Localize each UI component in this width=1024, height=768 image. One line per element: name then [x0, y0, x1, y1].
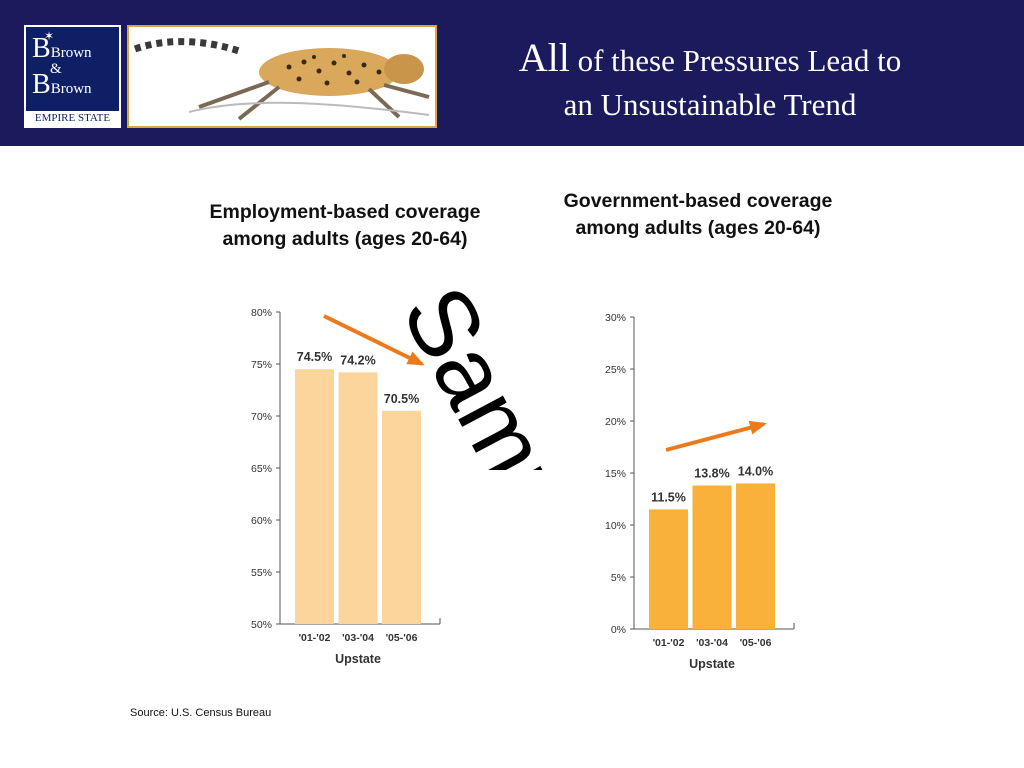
category-label: '05-'06: [386, 632, 418, 644]
category-label: '03-'04: [342, 632, 374, 644]
title-line2: an Unsustainable Trend: [563, 87, 857, 122]
y-tick-label: 0%: [611, 624, 626, 636]
source-note: Source: U.S. Census Bureau: [130, 707, 272, 719]
y-tick-label: 25%: [605, 364, 626, 376]
logo-brown-2: Brown: [50, 81, 92, 97]
data-label: 13.8%: [694, 466, 729, 480]
bar: [382, 410, 421, 624]
title-line1: of these Pressures Lead to: [569, 43, 902, 78]
logo-tagline: EMPIRE STATE: [26, 111, 119, 126]
category-label: '01-'02: [299, 632, 331, 644]
bar: [338, 372, 378, 624]
slide-title: All of these Pressures Lead to an Unsust…: [440, 36, 980, 127]
statue-of-liberty-icon: ✶: [44, 29, 55, 43]
y-tick-label: 75%: [251, 359, 272, 371]
brown-and-brown-logo: ✶ BBrown & BBrown EMPIRE STATE: [24, 25, 121, 128]
bar: [692, 485, 732, 629]
category-label: '05-'06: [740, 637, 772, 649]
y-tick-label: 80%: [251, 307, 272, 319]
slide-header: ✶ BBrown & BBrown EMPIRE STATE All of th…: [0, 0, 1024, 146]
y-tick-label: 30%: [605, 312, 626, 324]
category-label: '03-'04: [696, 637, 728, 649]
employment-chart-title: Employment-based coverage among adults (…: [209, 201, 481, 250]
bar: [736, 483, 775, 629]
y-tick-label: 50%: [251, 619, 272, 631]
y-tick-label: 15%: [605, 468, 626, 480]
data-label: 14.0%: [738, 464, 773, 478]
logo-ampersand: &: [50, 61, 62, 77]
y-tick-label: 10%: [605, 520, 626, 532]
government-coverage-chart: 0% 5% 10% 15% 20% 25% 30% 11.5% '01-'02 13.8% '03-…: [605, 312, 795, 671]
data-label: 74.2%: [340, 353, 375, 367]
x-axis-label: Upstate: [335, 652, 381, 666]
bar: [649, 509, 688, 629]
y-tick-label: 65%: [251, 463, 272, 475]
trend-arrow-line: [665, 422, 765, 452]
y-tick-label: 20%: [605, 416, 626, 428]
employment-coverage-chart: 50% 55% 60% 65% 70% 75% 80% 74.5% '01-'02 74.2% '0…: [251, 307, 441, 666]
category-label: '01-'02: [653, 637, 685, 649]
y-tick-label: 70%: [251, 411, 272, 423]
trend-arrow-line: [323, 314, 423, 366]
logo-brown-1: Brown: [50, 45, 92, 61]
y-tick-label: 55%: [251, 567, 272, 579]
bar: [295, 369, 334, 624]
title-all: All: [518, 35, 570, 80]
data-label: 74.5%: [297, 350, 332, 364]
trend-arrow-head: [406, 351, 425, 366]
government-chart-title: Government-based coverage among adults (…: [563, 190, 833, 239]
data-label: 11.5%: [651, 490, 686, 504]
y-tick-label: 60%: [251, 515, 272, 527]
data-label: 70.5%: [384, 392, 419, 406]
x-axis-label: Upstate: [689, 657, 735, 671]
trend-arrow-head: [748, 420, 767, 435]
y-tick-label: 5%: [611, 572, 626, 584]
cheetah-image: [127, 25, 437, 128]
